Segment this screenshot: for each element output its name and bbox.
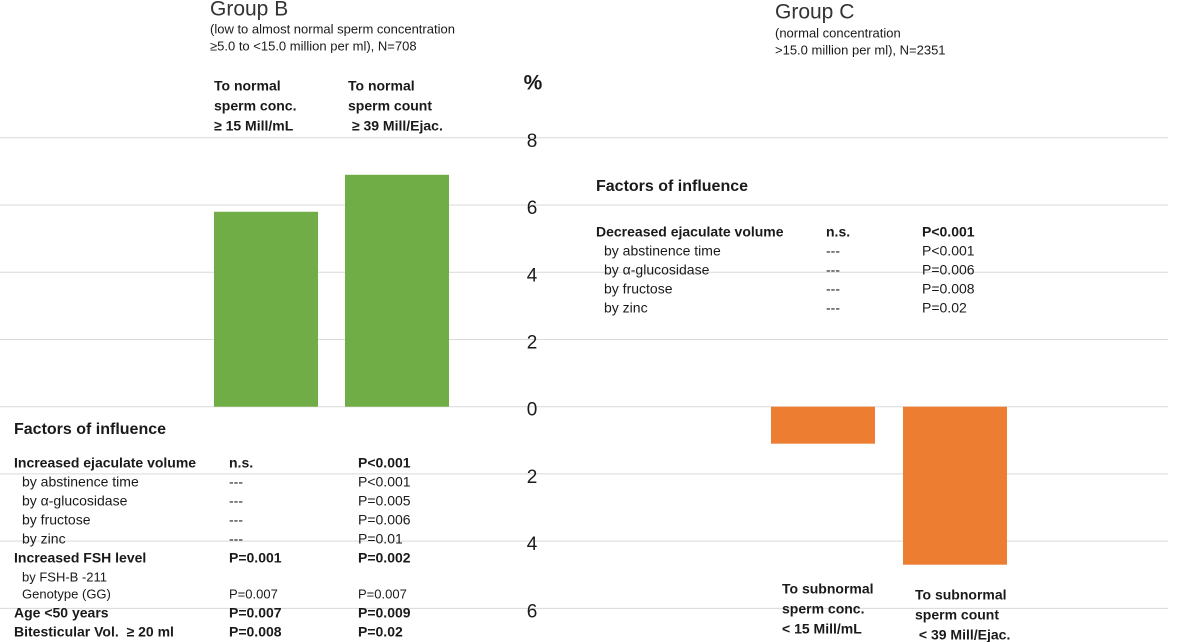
y-tick-label: 2: [527, 333, 538, 354]
category-label: < 15 Mill/mL: [782, 621, 862, 637]
category-label: sperm conc.: [214, 98, 296, 114]
category-label: < 39 Mill/Ejac.: [915, 627, 1010, 642]
category-label: To normal: [214, 78, 281, 94]
y-tick-label: 6: [527, 601, 538, 622]
factor-cell: P=0.008: [229, 624, 282, 640]
bar: [903, 406, 1007, 565]
factor-cell: P<0.001: [358, 474, 411, 490]
factor-cell: n.s.: [229, 455, 253, 471]
factor-cell: by FSH-B -211: [22, 569, 107, 584]
y-tick-label: 2: [527, 467, 538, 488]
y-tick-label: 0: [527, 400, 538, 421]
factor-cell: Increased ejaculate volume: [14, 455, 196, 471]
factor-cell: P=0.02: [358, 624, 403, 640]
factor-cell: Decreased ejaculate volume: [596, 224, 784, 240]
factor-cell: P=0.006: [922, 262, 975, 278]
category-label: To subnormal: [782, 581, 874, 597]
group-title: Group C: [775, 1, 854, 24]
bar: [345, 174, 449, 407]
y-tick-label: 8: [527, 131, 538, 152]
factor-cell: by α-glucosidase: [22, 493, 128, 509]
group-title: Group B: [210, 0, 288, 21]
bar: [214, 211, 318, 407]
factors-title: Factors of influence: [14, 421, 166, 438]
y-tick-label: 6: [527, 198, 538, 219]
factor-cell: P<0.001: [358, 455, 411, 471]
factor-cell: P<0.001: [922, 243, 975, 259]
group-subtitle: ≥5.0 to <15.0 million per ml), N=708: [210, 38, 417, 53]
factors-title: Factors of influence: [596, 178, 748, 195]
factor-cell: P=0.02: [922, 300, 967, 316]
factor-cell: ---: [826, 300, 840, 316]
category-label: ≥ 39 Mill/Ejac.: [348, 118, 443, 134]
factor-cell: ---: [826, 243, 840, 259]
factor-cell: by zinc: [604, 300, 648, 316]
factor-cell: n.s.: [826, 224, 850, 240]
category-label: sperm conc.: [782, 601, 864, 617]
factor-cell: Genotype (GG): [22, 586, 111, 601]
factor-cell: P=0.009: [358, 605, 411, 621]
factor-cell: ---: [229, 474, 243, 490]
factor-cell: by fructose: [604, 281, 673, 297]
factor-cell: P=0.008: [922, 281, 975, 297]
factor-cell: Increased FSH level: [14, 550, 146, 566]
category-label: ≥ 15 Mill/mL: [214, 118, 294, 134]
factor-cell: Bitesticular Vol. ≥ 20 ml: [14, 624, 174, 640]
factor-cell: ---: [229, 493, 243, 509]
factor-cell: P=0.007: [229, 586, 278, 601]
factor-cell: by abstinence time: [22, 474, 139, 490]
factor-cell: P=0.007: [229, 605, 282, 621]
factor-cell: ---: [229, 512, 243, 528]
factor-cell: P=0.006: [358, 512, 411, 528]
group-subtitle: >15.0 million per ml), N=2351: [775, 42, 946, 57]
factor-cell: P=0.005: [358, 493, 411, 509]
category-label: To normal: [348, 78, 415, 94]
unit-label: %: [524, 72, 543, 95]
factor-cell: P<0.001: [922, 224, 975, 240]
factor-cell: ---: [826, 262, 840, 278]
factor-cell: by zinc: [22, 531, 66, 547]
factor-cell: P=0.002: [358, 550, 411, 566]
factor-cell: Age <50 years: [14, 605, 109, 621]
category-label: sperm count: [348, 98, 432, 114]
y-tick-label: 4: [527, 265, 538, 286]
factor-cell: P=0.01: [358, 531, 403, 547]
factor-cell: ---: [229, 531, 243, 547]
factor-cell: by abstinence time: [604, 243, 721, 259]
factor-cell: P=0.001: [229, 550, 282, 566]
category-label: sperm count: [915, 607, 999, 623]
group-subtitle: (low to almost normal sperm concentratio…: [210, 21, 455, 36]
factor-cell: by α-glucosidase: [604, 262, 710, 278]
category-label: To subnormal: [915, 587, 1007, 603]
factor-cell: by fructose: [22, 512, 91, 528]
group-subtitle: (normal concentration: [775, 25, 901, 40]
y-tick-label: 4: [527, 534, 538, 555]
bar: [771, 406, 875, 444]
factor-cell: ---: [826, 281, 840, 297]
factor-cell: P=0.007: [358, 586, 407, 601]
